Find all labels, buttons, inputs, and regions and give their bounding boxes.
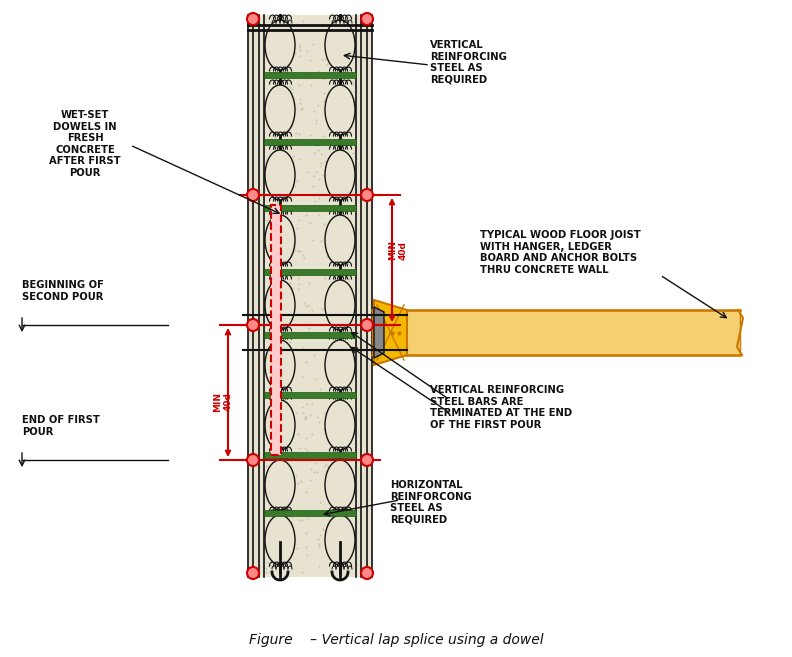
Text: WET-SET
DOWELS IN
FRESH
CONCRETE
AFTER FIRST
POUR: WET-SET DOWELS IN FRESH CONCRETE AFTER F…	[49, 110, 121, 178]
Ellipse shape	[325, 20, 355, 70]
Circle shape	[361, 13, 373, 25]
Polygon shape	[248, 15, 372, 577]
Circle shape	[247, 567, 259, 579]
Polygon shape	[372, 310, 740, 355]
Circle shape	[361, 567, 373, 579]
Bar	[264, 139, 356, 145]
Bar	[264, 452, 356, 458]
Ellipse shape	[325, 85, 355, 135]
Text: BEGINNING OF
SECOND POUR: BEGINNING OF SECOND POUR	[22, 280, 104, 302]
Circle shape	[247, 319, 259, 331]
Circle shape	[361, 319, 373, 331]
Ellipse shape	[325, 150, 355, 200]
Ellipse shape	[265, 400, 295, 450]
Ellipse shape	[325, 280, 355, 330]
Ellipse shape	[325, 400, 355, 450]
Ellipse shape	[325, 515, 355, 565]
Text: Figure    – Vertical lap splice using a dowel: Figure – Vertical lap splice using a dow…	[249, 633, 543, 647]
Ellipse shape	[265, 340, 295, 390]
Bar	[264, 205, 356, 211]
Ellipse shape	[265, 215, 295, 265]
Bar	[271, 205, 281, 455]
Circle shape	[361, 189, 373, 201]
Text: MIN
40d: MIN 40d	[213, 392, 233, 413]
Text: VERTICAL REINFORCING
STEEL BARS ARE
TERMINATED AT THE END
OF THE FIRST POUR: VERTICAL REINFORCING STEEL BARS ARE TERM…	[430, 385, 572, 430]
Text: VERTICAL
REINFORCING
STEEL AS
REQUIRED: VERTICAL REINFORCING STEEL AS REQUIRED	[430, 40, 507, 85]
Polygon shape	[374, 300, 407, 365]
Text: MIN
40d: MIN 40d	[388, 240, 408, 260]
Bar	[264, 510, 356, 516]
Bar	[264, 269, 356, 275]
Ellipse shape	[325, 460, 355, 510]
Ellipse shape	[265, 460, 295, 510]
Bar	[264, 332, 356, 338]
Ellipse shape	[265, 20, 295, 70]
Text: HORIZONTAL
REINFORCONG
STEEL AS
REQUIRED: HORIZONTAL REINFORCONG STEEL AS REQUIRED	[390, 480, 472, 525]
Ellipse shape	[265, 150, 295, 200]
Ellipse shape	[325, 215, 355, 265]
Ellipse shape	[265, 515, 295, 565]
Text: TYPICAL WOOD FLOOR JOIST
WITH HANGER, LEDGER
BOARD AND ANCHOR BOLTS
THRU CONCRET: TYPICAL WOOD FLOOR JOIST WITH HANGER, LE…	[480, 230, 641, 275]
Circle shape	[361, 454, 373, 466]
Bar	[264, 392, 356, 398]
Circle shape	[247, 189, 259, 201]
Ellipse shape	[325, 340, 355, 390]
Ellipse shape	[265, 280, 295, 330]
Bar	[264, 72, 356, 78]
Text: END OF FIRST
POUR: END OF FIRST POUR	[22, 415, 100, 437]
Circle shape	[247, 454, 259, 466]
Circle shape	[247, 13, 259, 25]
Polygon shape	[374, 307, 384, 358]
Ellipse shape	[265, 85, 295, 135]
